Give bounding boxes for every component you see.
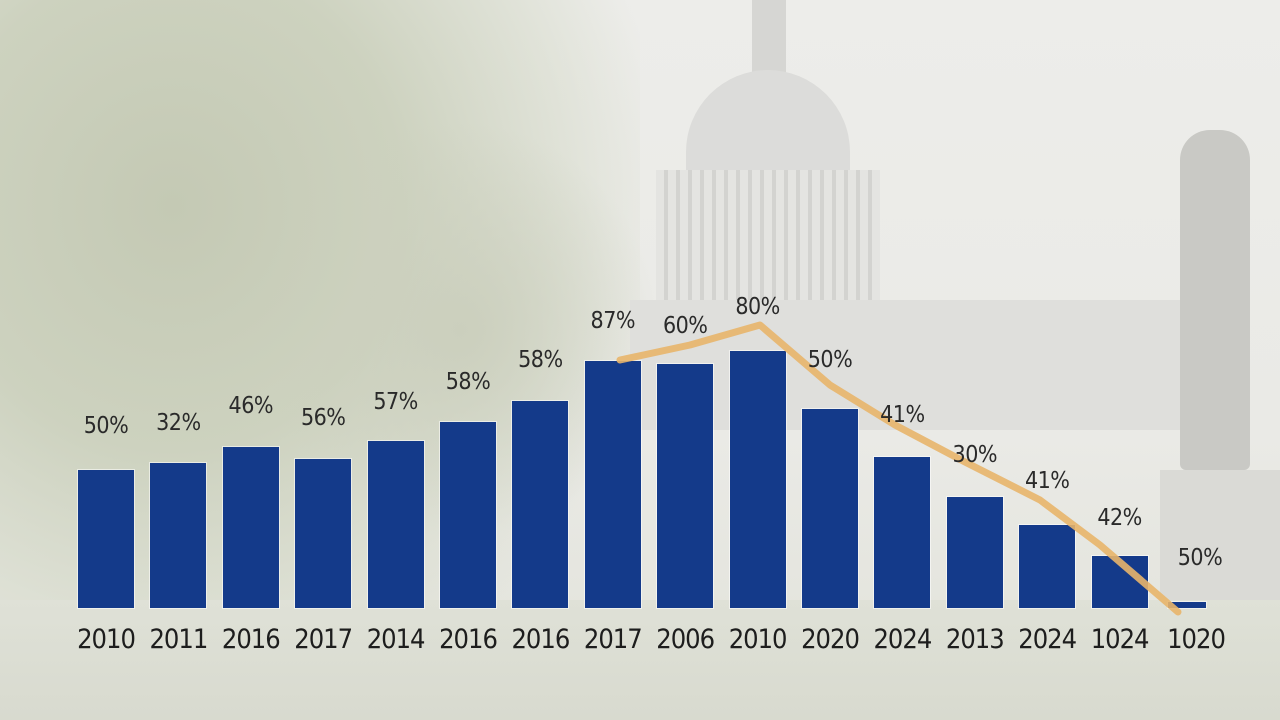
bar — [946, 497, 1003, 608]
data-label: 56% — [300, 405, 346, 431]
x-axis-label: 2024 — [873, 624, 932, 655]
capitol-lantern — [752, 0, 786, 80]
x-axis-label: 2011 — [149, 624, 208, 655]
x-axis-label: 2016 — [439, 624, 498, 655]
x-axis-label: 2017 — [294, 624, 353, 655]
data-label: 87% — [590, 308, 636, 334]
ground — [0, 600, 1280, 720]
data-label: 50% — [807, 347, 853, 373]
bar — [657, 364, 714, 608]
x-axis-label: 2016 — [221, 624, 281, 655]
x-axis-label: 2016 — [511, 624, 570, 655]
data-label: 58% — [445, 369, 491, 395]
capitol-wing — [630, 300, 1190, 430]
data-label: 41% — [1024, 468, 1070, 494]
x-axis-label: 2017 — [583, 624, 643, 655]
statue — [1180, 130, 1250, 470]
data-label: 32% — [156, 410, 201, 436]
data-label: 42% — [1097, 505, 1142, 531]
x-axis-label: 2006 — [656, 624, 715, 655]
bar — [78, 470, 134, 608]
x-axis-label: 2014 — [366, 624, 426, 655]
x-axis-label: 2010 — [728, 624, 788, 655]
trend-line-path — [616, 321, 1182, 616]
data-label: 50% — [1177, 545, 1223, 571]
data-label: 30% — [952, 442, 998, 468]
data-label: 50% — [83, 413, 129, 439]
bar — [1168, 602, 1206, 608]
x-axis-label: 2020 — [801, 624, 860, 655]
data-label: 80% — [735, 294, 780, 320]
data-label: 41% — [880, 402, 925, 428]
capitol-colonnade — [656, 170, 880, 320]
bar — [729, 351, 786, 608]
bar — [1019, 525, 1076, 608]
bar — [295, 459, 352, 608]
x-axis-label: 2024 — [1018, 624, 1077, 655]
bar — [874, 457, 931, 608]
statue-pedestal — [1160, 470, 1280, 600]
bar — [512, 401, 569, 608]
data-label: 46% — [228, 393, 274, 419]
bar — [584, 361, 641, 608]
x-axis-label: 1020 — [1167, 624, 1226, 655]
data-label: 57% — [373, 389, 418, 415]
data-label: 60% — [662, 313, 708, 339]
bar — [222, 447, 279, 608]
bar — [150, 463, 207, 608]
x-axis-label: 2013 — [945, 624, 1005, 655]
x-axis-label: 1024 — [1090, 624, 1150, 655]
bar — [367, 441, 424, 608]
bar — [802, 409, 858, 608]
x-axis-label: 2010 — [77, 624, 136, 655]
data-label: 58% — [518, 347, 563, 373]
bar — [440, 422, 496, 608]
